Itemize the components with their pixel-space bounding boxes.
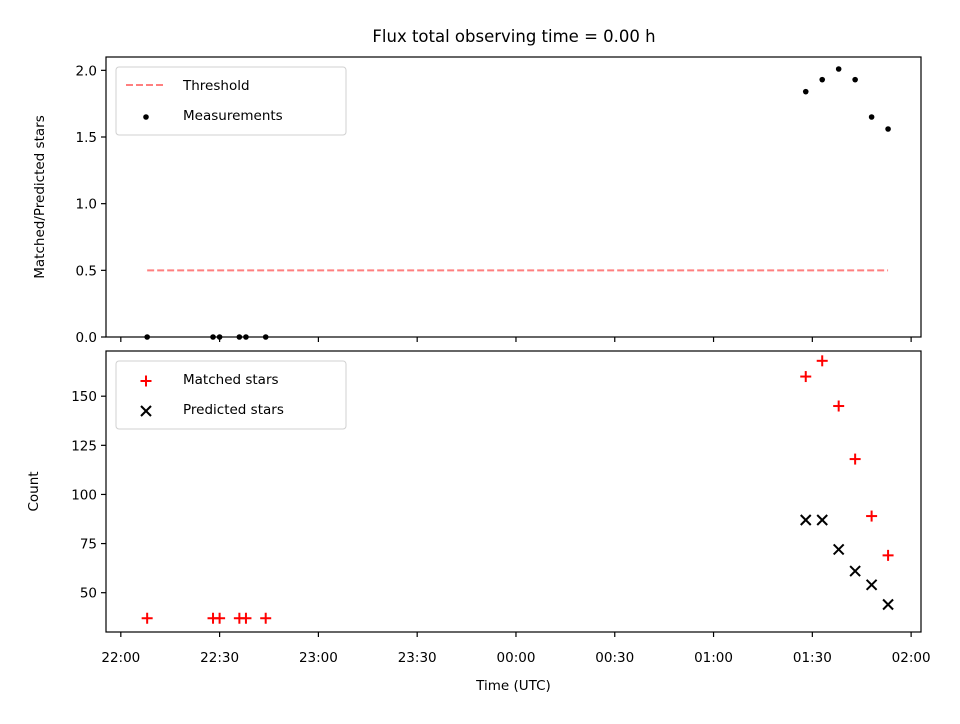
x-axis-label: Time (UTC) [475,678,551,694]
y-tick-label: 2.0 [76,63,97,79]
y-tick-label: 75 [80,537,97,553]
matched-stars-point-6 [800,371,812,383]
top-panel: 0.0 0.5 1.0 1.5 2.0 Matched/Predicted stars Th… [32,56,922,346]
matched-stars-point-5 [260,612,272,624]
x-tick-label: 01:00 [694,650,733,666]
predicted-stars-point-5 [882,598,894,611]
legend-label: Measurements [183,108,283,124]
predicted-stars-point-2 [832,543,845,556]
predicted-stars-point-0 [800,514,812,526]
x-tick-label: 01:30 [793,650,832,666]
x-tick-label: 22:30 [200,650,239,666]
matched-stars-point-7 [816,355,828,367]
matched-stars-point-10 [866,510,878,522]
predicted-stars-point-3 [849,565,861,577]
measurements-point-11 [885,126,891,132]
x-tick-label: 00:00 [497,650,536,666]
matched-stars-point-2 [214,612,226,624]
measurements-point-6 [802,88,809,95]
legend-label: Predicted stars [183,402,284,418]
x-tick-label: 00:30 [595,650,634,666]
predicted-stars-point-1 [816,514,828,526]
y-axis-label: Matched/Predicted stars [32,115,48,278]
chart-title: Flux total observing time = 0.00 h [372,27,655,46]
legend-label: Matched stars [183,372,279,388]
y-axis-label: Count [26,471,42,511]
matched-stars-point-9 [849,453,861,465]
legend-marker-swatch [140,405,152,417]
x-tick-label: 23:00 [299,650,338,666]
y-tick-label: 1.5 [76,130,97,146]
matched-stars-point-4 [240,612,252,624]
y-tick-label: 125 [71,438,97,454]
x-tick-label: 02:00 [892,650,931,666]
y-tick-label: 1.0 [76,197,97,213]
legend-box [115,66,347,136]
plot-frame [105,350,922,633]
matched-stars-point-8 [833,400,845,412]
measurements-point-8 [835,66,842,72]
matched-stars-point-0 [141,612,153,624]
y-tick-label: 0.5 [76,263,97,279]
matched-stars-point-11 [882,549,894,561]
y-tick-label: 100 [71,487,97,503]
y-tick-label: 150 [71,389,97,405]
x-tick-label: 23:30 [398,650,437,666]
legend-box [115,360,347,430]
measurements-point-7 [819,76,826,83]
legend-marker-swatch [140,375,152,387]
measurements-point-10 [868,114,875,120]
legend-marker-swatch [143,114,149,120]
bottom-panel: 50 75 100 125 150 22:00 22:30 23:00 23:30 00:00 00… [26,350,931,694]
predicted-stars-point-4 [865,579,878,591]
x-tick-label: 22:00 [101,650,140,666]
legend-label: Threshold [182,78,250,94]
measurements-point-9 [852,76,858,83]
y-tick-label: 0.0 [76,330,97,346]
plot-frame [105,56,922,338]
y-tick-label: 50 [80,586,97,602]
